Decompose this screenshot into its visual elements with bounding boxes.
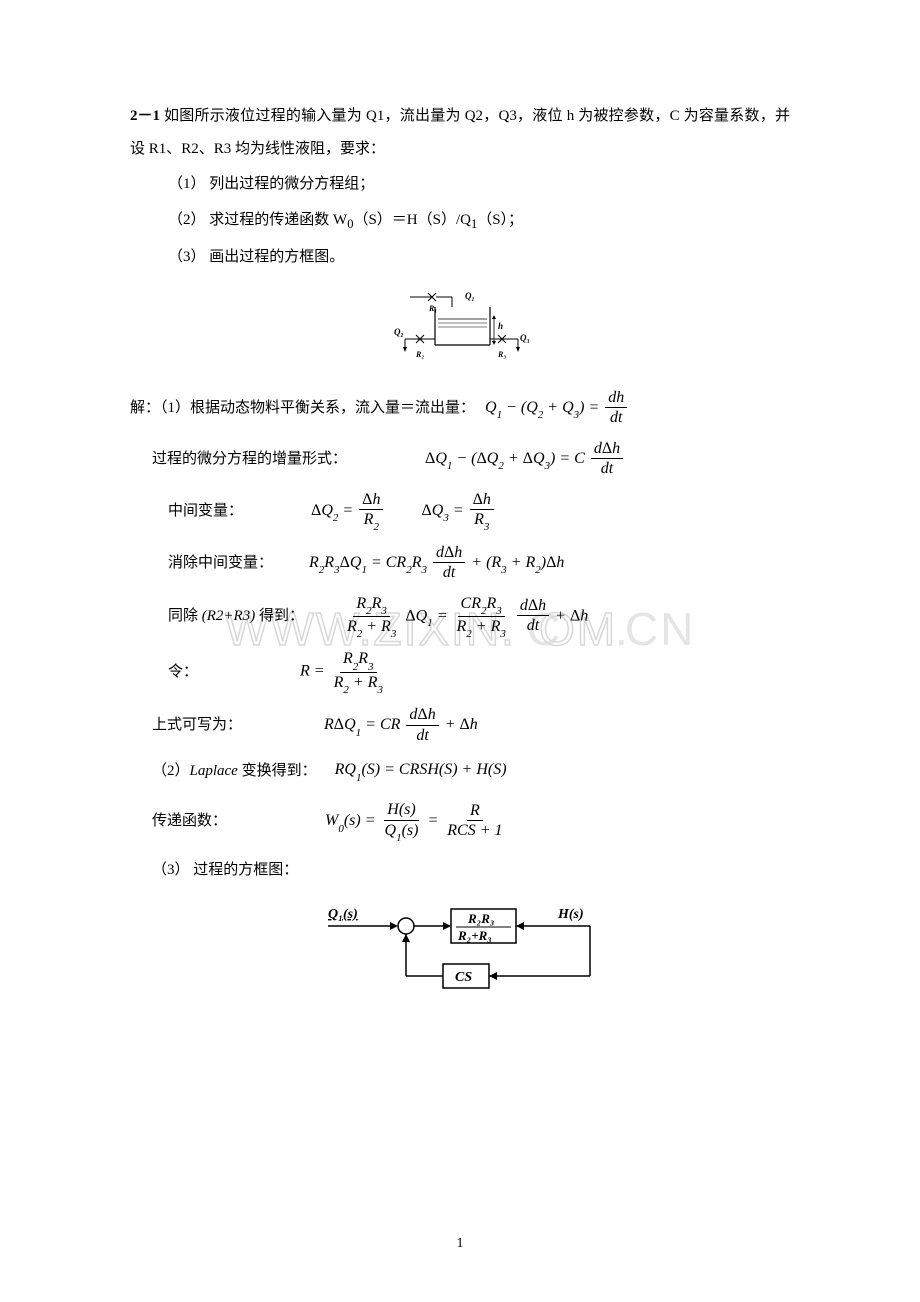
solution-line-8: （2）Laplace 变换得到： RQ1(S) = CRSH(S) + H(S) [152, 756, 790, 786]
solution-line-10: （3） 过程的方框图： [152, 857, 790, 884]
sol10-text: （3） 过程的方框图： [152, 857, 298, 884]
svg-text:R₂R₃: R₂R₃ [467, 911, 494, 926]
solution-line-7: 上式可写为： RΔQ1 = CR dΔhdt + Δh [152, 705, 790, 746]
sol1-text: 解：（1）根据动态物料平衡关系，流入量＝流出量： [130, 395, 475, 422]
svg-text:H(s): H(s) [557, 907, 584, 922]
requirement-2: （2） 求过程的传递函数 W0（S）＝H（S）/Q1（S）； [168, 202, 790, 239]
solution-line-3: 中间变量： ΔQ2 = ΔhR2 ΔQ3 = ΔhR3 [168, 490, 790, 533]
req3-text: 画出过程的方框图。 [206, 249, 345, 265]
req2-text: 求过程的传递函数 W [206, 212, 348, 228]
req2-text3: （S）； [477, 212, 523, 228]
sol3-text: 中间变量： [168, 498, 243, 525]
block-diagram: Q₁(s) R₂R₃ R₂+R₃ H(s) CS [130, 896, 790, 1011]
problem-statement: 2－1 如图所示液位过程的输入量为 Q1，流出量为 Q2，Q3，液位 h 为被控… [130, 100, 790, 166]
solution-line-1: 解：（1）根据动态物料平衡关系，流入量＝流出量： Q1 − (Q2 + Q3) … [130, 388, 790, 429]
sol7-text: 上式可写为： [152, 712, 242, 739]
eq-3a: ΔQ2 = ΔhR2 [311, 490, 385, 533]
eq-8: RQ1(S) = CRSH(S) + H(S) [335, 756, 507, 786]
eq-7: RΔQ1 = CR dΔhdt + Δh [324, 705, 478, 746]
solution-line-9: 传递函数： W0(s) = H(s)Q1(s) = RRCS + 1 [152, 800, 790, 843]
solution-line-4: 消除中间变量： R2R3ΔQ1 = CR2R3 dΔhdt + (R3 + R2… [168, 543, 790, 584]
sol4-text: 消除中间变量： [168, 550, 273, 577]
tank-diagram: R₁ Q₁ h Q₂ R₂ Q₃ [130, 287, 790, 370]
eq-6: R = R2R3R2 + R3 [300, 649, 388, 695]
svg-text:Q₃: Q₃ [520, 333, 530, 343]
svg-text:CS: CS [455, 970, 472, 985]
svg-text:h: h [498, 321, 503, 331]
sol8-text: （2）Laplace 变换得到： [152, 758, 317, 785]
eq-5: R2R3R2 + R3 ΔQ1 = CR2R3R2 + R3 dΔhdt + Δ… [342, 594, 588, 640]
eq-1: Q1 − (Q2 + Q3) = dhdt [485, 388, 629, 429]
svg-text:Q₂: Q₂ [394, 327, 404, 337]
eq-9: W0(s) = H(s)Q1(s) = RRCS + 1 [325, 800, 508, 843]
solution-line-5: 同除 (R2+R3) 得到： R2R3R2 + R3 ΔQ1 = CR2R3R2… [168, 594, 790, 640]
eq-3b: ΔQ3 = ΔhR3 [421, 490, 495, 533]
svg-text:Q₁(s): Q₁(s) [328, 907, 358, 922]
problem-intro: 如图所示液位过程的输入量为 Q1，流出量为 Q2，Q3，液位 h 为被控参数，C… [130, 108, 790, 157]
sol2-text: 过程的微分方程的增量形式： [152, 446, 347, 473]
eq-2: ΔQ1 − (ΔQ2 + ΔQ3) = C dΔhdt [425, 439, 625, 480]
req1-num: （1） [168, 176, 206, 192]
sol9-text: 传递函数： [152, 808, 227, 835]
problem-number: 2－1 [130, 108, 160, 124]
solution-line-6: 令： R = R2R3R2 + R3 [168, 649, 790, 695]
req1-text: 列出过程的微分方程组； [206, 176, 375, 192]
svg-text:Q₁: Q₁ [465, 291, 475, 301]
page-number: 1 [0, 1236, 920, 1252]
svg-text:R₁: R₁ [428, 304, 437, 313]
requirement-3: （3） 画出过程的方框图。 [168, 239, 790, 275]
svg-text:R₂+R₃: R₂+R₃ [457, 928, 492, 943]
svg-text:R₂: R₂ [415, 350, 424, 359]
solution-line-2: 过程的微分方程的增量形式： ΔQ1 − (ΔQ2 + ΔQ3) = C dΔhd… [152, 439, 790, 480]
requirements: （1） 列出过程的微分方程组； （2） 求过程的传递函数 W0（S）＝H（S）/… [168, 166, 790, 275]
req3-num: （3） [168, 249, 206, 265]
sol5-text: 同除 (R2+R3) 得到： [168, 603, 304, 630]
sol6-text: 令： [168, 659, 198, 686]
eq-4: R2R3ΔQ1 = CR2R3 dΔhdt + (R3 + R2)Δh [309, 543, 564, 584]
req2-text2: （S）＝H（S）/Q [353, 212, 471, 228]
requirement-1: （1） 列出过程的微分方程组； [168, 166, 790, 202]
req2-num: （2） [168, 212, 206, 228]
svg-text:R₃: R₃ [497, 350, 506, 359]
